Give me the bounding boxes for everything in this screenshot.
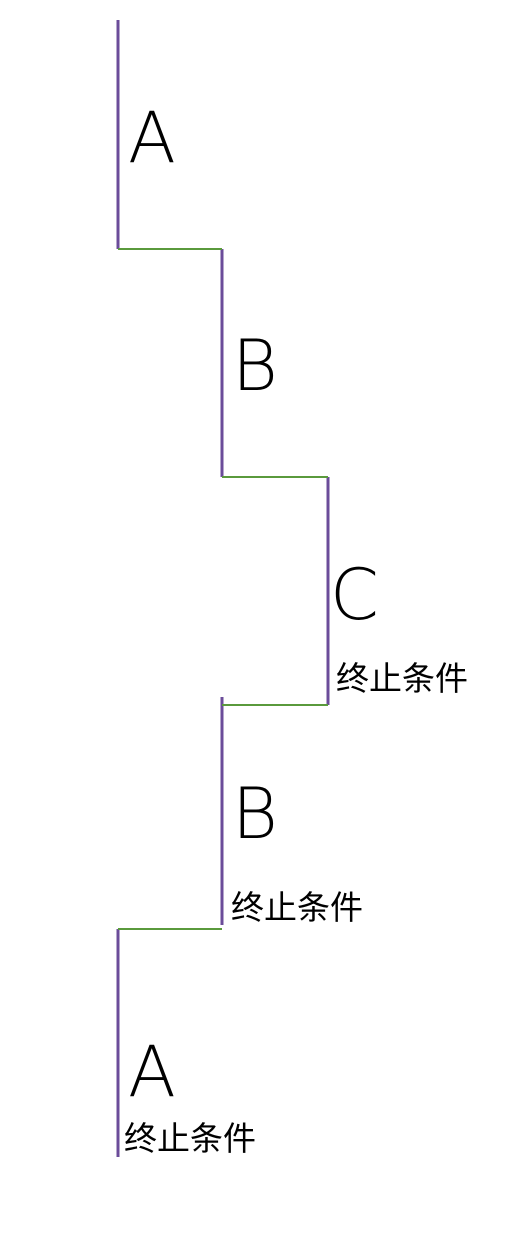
label-b-top: B: [232, 325, 278, 407]
label-a-top: A: [128, 97, 176, 179]
label-b-bottom: B: [232, 773, 278, 855]
label-a-bottom: A: [128, 1031, 176, 1113]
label-c: C: [330, 554, 379, 636]
label-b-condition: 终止条件: [231, 888, 363, 927]
label-a-condition: 终止条件: [124, 1119, 256, 1158]
label-c-condition: 终止条件: [336, 659, 468, 698]
